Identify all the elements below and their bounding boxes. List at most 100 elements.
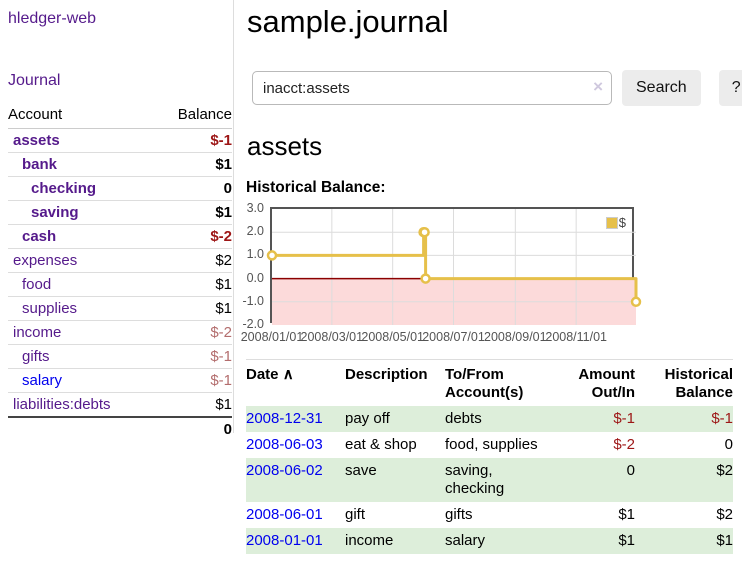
- account-row: gifts $-1: [8, 344, 232, 369]
- transaction-balance: $1: [716, 532, 733, 549]
- register-table: Date ∧ Description To/From Account(s) Am…: [246, 359, 733, 554]
- register-header-tofrom-line2: Account(s): [445, 384, 524, 401]
- transaction-balance: $2: [716, 462, 733, 479]
- account-row: income $-2: [8, 320, 232, 345]
- account-balance: 0: [154, 176, 232, 201]
- transaction-description: save: [345, 462, 377, 479]
- register-header-tofrom: To/From Account(s): [445, 360, 575, 407]
- transaction-date-link[interactable]: 2008-12-31: [246, 410, 323, 427]
- help-button[interactable]: ?: [718, 70, 742, 106]
- account-link[interactable]: food: [22, 276, 52, 293]
- sidebar: hledger-web Journal Account Balance asse…: [8, 0, 232, 441]
- transaction-amount: $-2: [613, 436, 635, 453]
- account-link[interactable]: assets: [13, 132, 60, 149]
- register-header-balance-line2: Balance: [675, 384, 733, 401]
- y-tick-label: 3.0: [246, 201, 264, 215]
- account-row: bank $1: [8, 152, 232, 177]
- account-row: checking 0: [8, 176, 232, 201]
- search-input-wrap: ×: [252, 71, 612, 105]
- account-link[interactable]: bank: [22, 156, 58, 173]
- historical-balance-chart: 3.0 2.0 1.0 0.0 -1.0 -2.0 $ 2008/01/01 2008/03…: [241, 201, 736, 349]
- chart-plot-area: $: [266, 207, 642, 325]
- accounts-table-body: assets $-1 bank $1 checking 0 saving $1 cash $-2 e…: [8, 128, 232, 418]
- account-balance: $-1: [154, 344, 232, 369]
- transaction-balance: $-1: [711, 410, 733, 427]
- account-balance: $1: [154, 200, 232, 225]
- account-link[interactable]: supplies: [22, 300, 78, 317]
- account-row: cash $-2: [8, 224, 232, 249]
- app-title-link[interactable]: hledger-web: [8, 10, 97, 27]
- account-balance: $-2: [154, 224, 232, 249]
- register-row: 2008-06-03 eat & shop food, supplies $-2 0: [246, 432, 733, 458]
- register-row: 2008-06-02 save saving, checking 0 $2: [246, 458, 733, 502]
- transaction-amount: $1: [618, 506, 635, 523]
- clear-search-icon[interactable]: ×: [593, 77, 603, 96]
- page-title: sample.journal: [247, 4, 449, 39]
- account-link[interactable]: checking: [31, 180, 97, 197]
- transaction-balance: $2: [716, 506, 733, 523]
- register-header-date[interactable]: Date ∧: [246, 360, 345, 407]
- y-tick-label: 2.0: [246, 224, 264, 239]
- transaction-amount: 0: [626, 462, 635, 479]
- account-link[interactable]: expenses: [13, 252, 78, 269]
- register-header-amount-line2: Out/In: [591, 384, 635, 401]
- x-tick-label: 2008/03/01: [300, 330, 364, 344]
- transaction-amount: $1: [618, 532, 635, 549]
- account-balance: $-1: [154, 368, 232, 393]
- account-link[interactable]: salary: [22, 372, 63, 389]
- transaction-amount: $-1: [613, 410, 635, 427]
- y-tick-label: -2.0: [242, 317, 264, 331]
- account-row: expenses $2: [8, 248, 232, 273]
- account-heading: assets: [247, 131, 323, 161]
- account-balance: $1: [154, 152, 232, 177]
- legend-label: $: [618, 215, 626, 230]
- account-balance: $1: [215, 396, 232, 413]
- transaction-accounts: saving, checking: [445, 462, 505, 497]
- sidebar-item-journal[interactable]: Journal: [8, 72, 61, 89]
- transaction-date-link[interactable]: 2008-06-02: [246, 462, 323, 479]
- x-tick-label: 2008/09/01: [484, 330, 547, 344]
- search-button[interactable]: Search: [622, 70, 701, 106]
- register-header-tofrom-line1: To/From: [445, 366, 504, 383]
- accounts-table: Account Balance assets $-1 bank $1 checking 0…: [8, 103, 232, 441]
- transaction-description: eat & shop: [345, 436, 417, 453]
- register-table-body: 2008-12-31 pay off debts $-1 $-1 2008-06-03 ea…: [246, 406, 733, 554]
- y-tick-label: 0.0: [246, 270, 264, 285]
- transaction-date-link[interactable]: 2008-06-01: [246, 506, 323, 523]
- account-link[interactable]: income: [13, 324, 62, 341]
- register-row: 2008-12-31 pay off debts $-1 $-1: [246, 406, 733, 432]
- x-tick-label: 2008/11/01: [545, 330, 608, 344]
- search-form: × Search ?: [252, 70, 742, 106]
- register-header-date-label: Date: [246, 366, 279, 383]
- account-row: liabilities:debts $1: [8, 393, 232, 418]
- transaction-date-link[interactable]: 2008-06-03: [246, 436, 323, 453]
- chart-x-axis-labels: 2008/01/01 2008/03/01 2008/05/01 2008/07/01…: [241, 330, 636, 346]
- accounts-header-row: Account Balance: [8, 103, 232, 129]
- account-link[interactable]: cash: [22, 228, 57, 245]
- accounts-total-row: 0: [8, 416, 232, 441]
- transaction-accounts: debts: [445, 410, 482, 427]
- sort-ascending-icon: ∧: [282, 366, 294, 383]
- account-link[interactable]: liabilities:debts: [13, 396, 111, 413]
- register-header-amount: Amount Out/In: [575, 360, 641, 407]
- y-tick-label: -1.0: [242, 293, 264, 308]
- account-row: supplies $1: [8, 296, 232, 321]
- transaction-accounts: food, supplies: [445, 436, 538, 453]
- account-balance: $1: [154, 272, 232, 297]
- y-tick-label: 1.0: [246, 247, 264, 262]
- x-tick-label: 2008/01/01: [240, 330, 304, 344]
- transaction-date-link[interactable]: 2008-01-01: [246, 532, 323, 549]
- chart-legend: $: [603, 214, 628, 231]
- chart-canvas: [266, 209, 642, 325]
- account-link[interactable]: gifts: [22, 348, 50, 365]
- legend-swatch-icon: [605, 216, 618, 229]
- accounts-header-account: Account: [8, 103, 155, 129]
- account-row: assets $-1: [8, 128, 232, 153]
- sidebar-divider: [233, 0, 234, 433]
- accounts-header-balance: Balance: [154, 103, 232, 129]
- account-link[interactable]: saving: [31, 204, 79, 221]
- search-input[interactable]: [252, 71, 612, 105]
- register-header-balance-line1: Historical: [664, 366, 733, 383]
- main-content: sample.journal × Search ? assets Histori…: [241, 0, 742, 554]
- account-row: saving $1: [8, 200, 232, 225]
